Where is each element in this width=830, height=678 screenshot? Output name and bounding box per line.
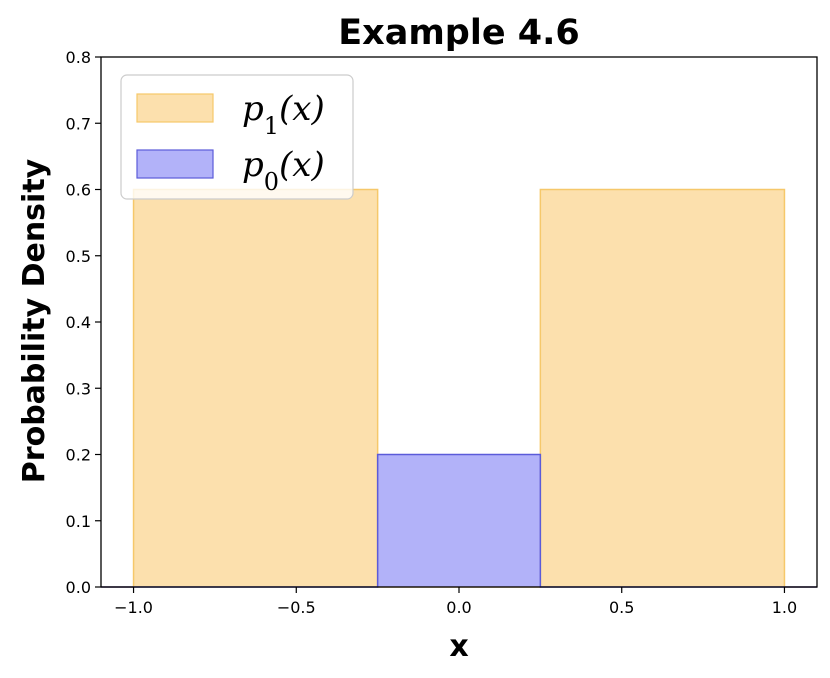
y-tick-label: 0.1 xyxy=(66,512,91,531)
y-tick-label: 0.8 xyxy=(66,48,91,67)
legend-label: p0(x) xyxy=(242,145,325,196)
legend-label: p1(x) xyxy=(242,89,325,140)
legend: p1(x)p0(x) xyxy=(120,74,354,200)
y-tick-label: 0.2 xyxy=(66,446,91,465)
axis-ticks: −1.0 −0.5 0.0 0.5 1.0 0.0 0.1 0.2 0.3 0.4 0.5 0.6 0.… xyxy=(66,48,798,617)
y-tick-label: 0.0 xyxy=(66,578,91,597)
y-tick-label: 0.4 xyxy=(66,313,91,332)
x-tick-label: 1.0 xyxy=(772,598,797,617)
x-axis-label: x xyxy=(449,629,468,664)
x-tick-label: −0.5 xyxy=(277,598,316,617)
legend-swatch xyxy=(136,93,214,123)
x-tick-label: −1.0 xyxy=(114,598,153,617)
y-tick-label: 0.7 xyxy=(66,114,91,133)
x-tick-label: 0.0 xyxy=(446,598,471,617)
x-tick-label: 0.5 xyxy=(609,598,634,617)
series-0-area xyxy=(101,189,817,587)
plot-area xyxy=(101,188,817,588)
y-tick-label: 0.6 xyxy=(66,181,91,200)
y-axis-label: Probability Density xyxy=(17,158,52,483)
series-1-area xyxy=(101,454,817,587)
legend-swatch xyxy=(136,149,214,179)
y-tick-label: 0.3 xyxy=(66,379,91,398)
y-tick-label: 0.5 xyxy=(66,247,91,266)
chart-title: Example 4.6 xyxy=(338,13,580,53)
